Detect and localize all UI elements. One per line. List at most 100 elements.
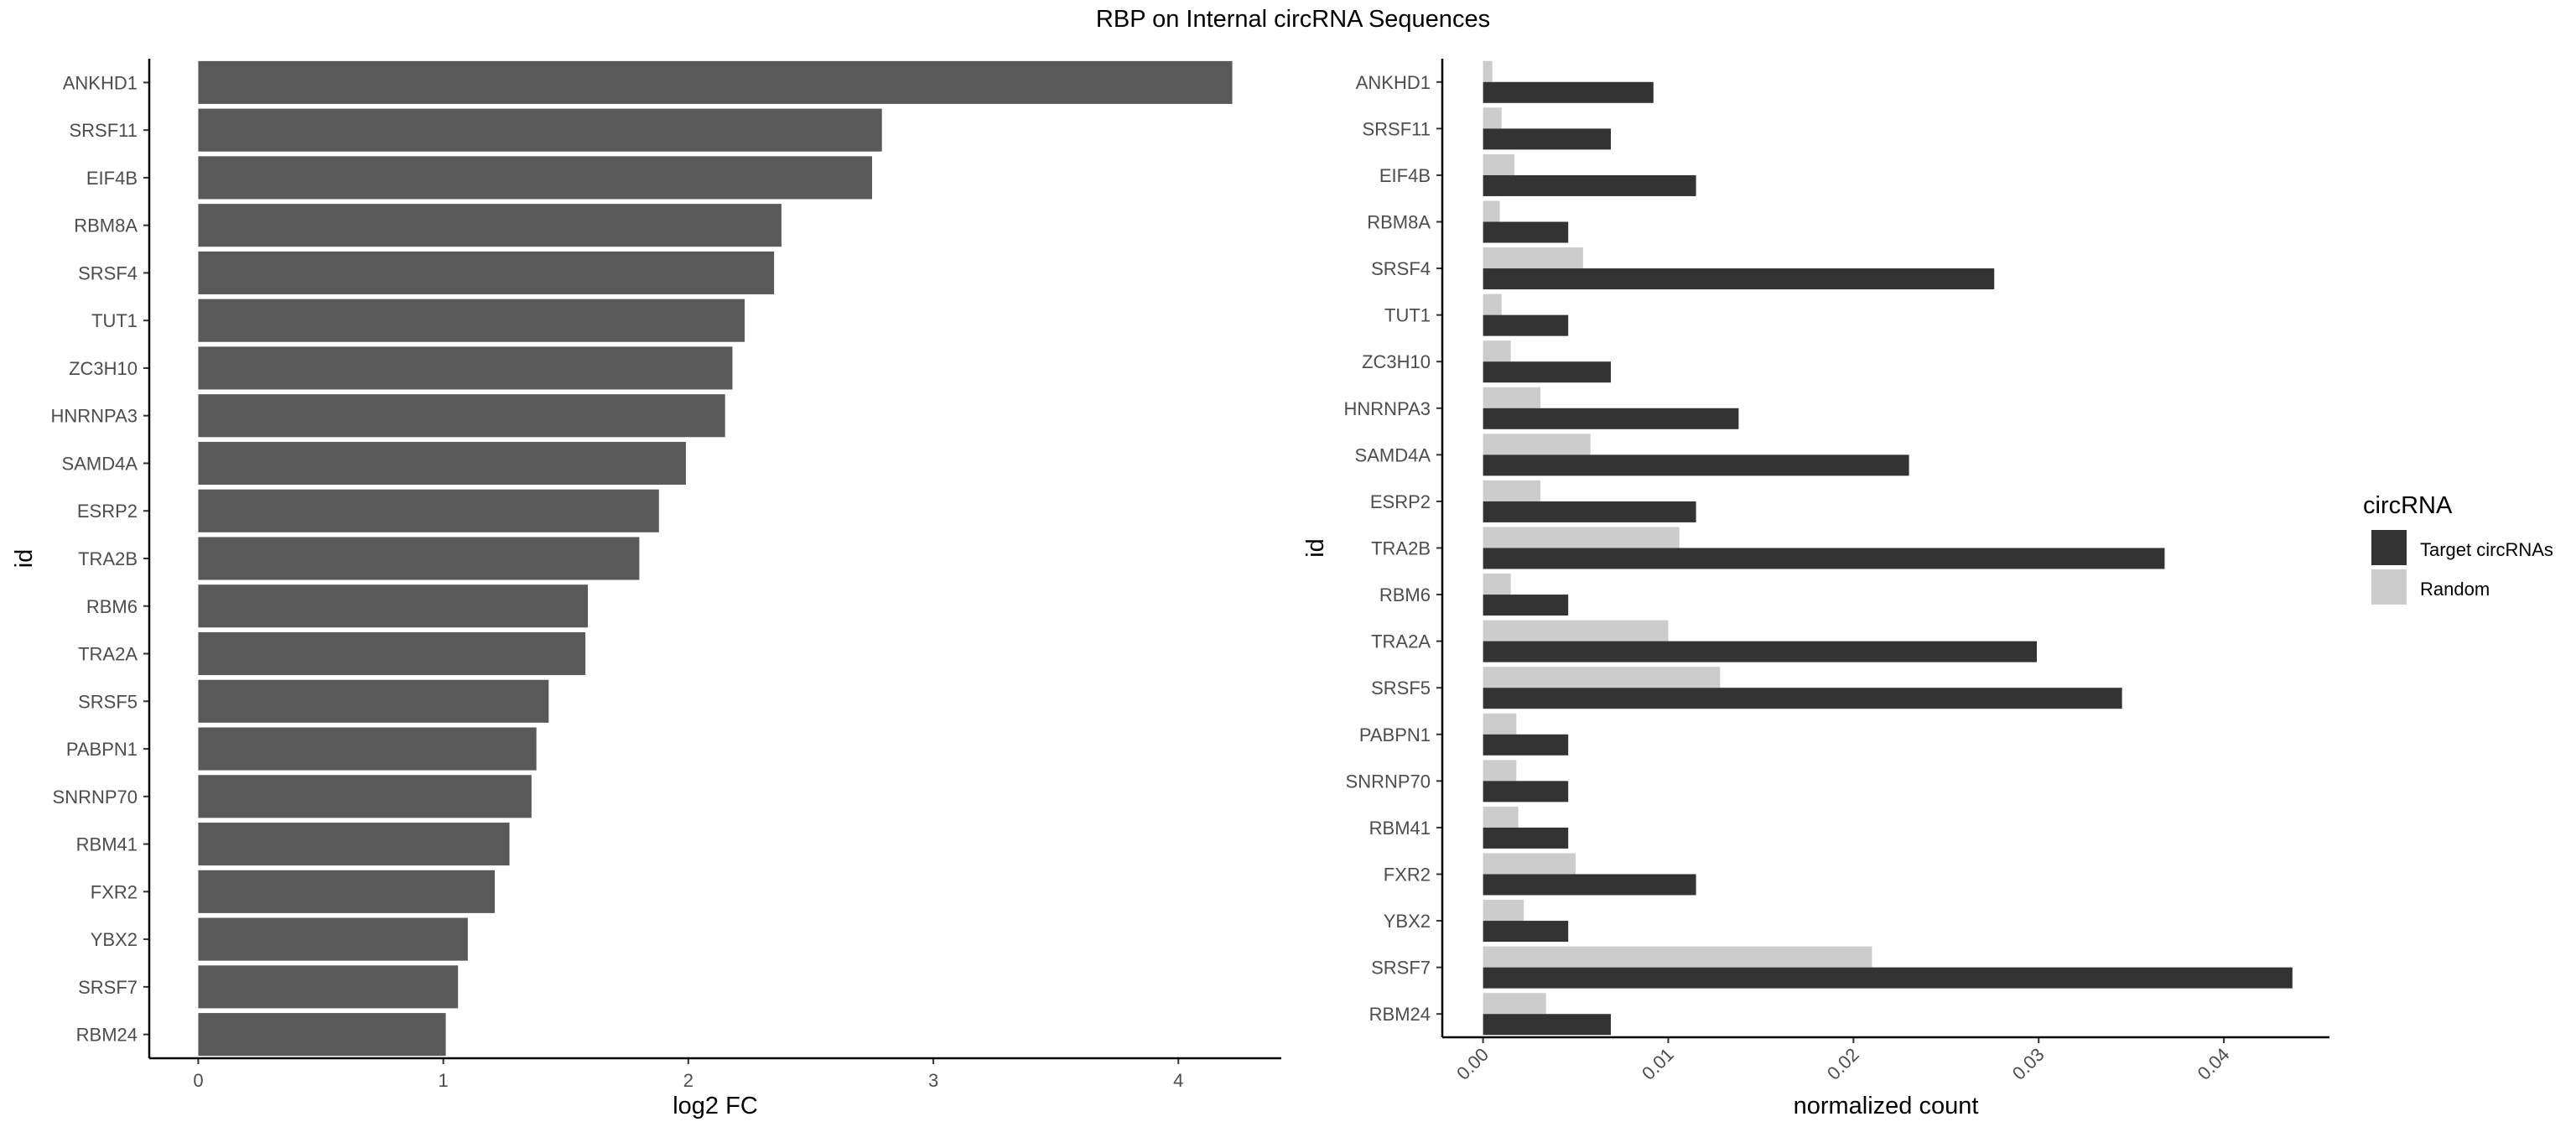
bar-random-rbm41 (1483, 806, 1519, 828)
bar-srsf4 (198, 251, 775, 294)
y-tick-label-ankhd1: ANKHD1 (63, 72, 138, 93)
bar-target-circrnas-fxr2 (1483, 874, 1696, 896)
x-tick-label-4: 4 (1173, 1070, 1183, 1091)
y-tick-label-srsf11: SRSF11 (1362, 118, 1431, 139)
right-bars (1483, 60, 2293, 1036)
y-tick-label-srsf5: SRSF5 (78, 691, 138, 712)
y-tick-label-ankhd1: ANKHD1 (1356, 72, 1431, 93)
bar-target-circrnas-srsf4 (1483, 268, 1995, 290)
bar-target-circrnas-srsf11 (1483, 128, 1611, 150)
bar-random-fxr2 (1483, 853, 1576, 875)
bar-target-circrnas-hnrnpa3 (1483, 408, 1739, 429)
left-x-ticks: 0 1 2 3 4 (193, 1058, 1183, 1091)
y-tick-label-rbm24: RBM24 (1369, 1004, 1431, 1025)
bar-srsf11 (198, 108, 882, 152)
bar-random-srsf11 (1483, 107, 1502, 129)
y-tick-label-fxr2: FXR2 (1384, 865, 1431, 886)
y-tick-label-rbm24: RBM24 (76, 1025, 138, 1046)
bar-target-circrnas-eif4b (1483, 174, 1696, 196)
bar-target-circrnas-tut1 (1483, 314, 1569, 336)
chart-title: RBP on Internal circRNA Sequences (1096, 6, 1490, 33)
bar-target-circrnas-tra2b (1483, 548, 2165, 569)
legend: circRNA Target circRNAs Random (2363, 492, 2553, 605)
bar-random-tra2a (1483, 620, 1669, 641)
bar-random-esrp2 (1483, 480, 1541, 501)
bar-tut1 (198, 299, 745, 342)
bar-target-circrnas-rbm41 (1483, 827, 1569, 849)
bar-random-tra2b (1483, 527, 1680, 548)
y-tick-label-rbm8a: RBM8A (1367, 212, 1431, 233)
bar-random-hnrnpa3 (1483, 387, 1541, 408)
bar-random-snrnp70 (1483, 760, 1517, 782)
bar-rbm41 (198, 823, 510, 866)
bar-rbm8a (198, 204, 782, 247)
y-tick-label-ybx2: YBX2 (1384, 911, 1431, 932)
y-tick-label-rbm6: RBM6 (1379, 584, 1431, 605)
bar-pabpn1 (198, 727, 537, 771)
y-tick-label-srsf11: SRSF11 (69, 120, 138, 141)
y-tick-label-tra2a: TRA2A (78, 644, 138, 665)
bar-eif4b (198, 156, 873, 200)
right-y-tick-labels: ANKHD1 SRSF11 EIF4B RBM8A SRSF4 TUT1 ZC3H10 HNR… (1343, 72, 1442, 1025)
bar-target-circrnas-ybx2 (1483, 921, 1569, 943)
left-panel: ANKHD1 SRSF11 EIF4B RBM8A SRSF4 TUT1 ZC3H10 HNR… (11, 59, 1281, 1119)
bar-random-rbm8a (1483, 200, 1500, 222)
bar-fxr2 (198, 870, 496, 913)
y-tick-label-srsf7: SRSF7 (78, 977, 138, 998)
y-tick-label-rbm41: RBM41 (1369, 818, 1431, 839)
bar-random-srsf5 (1483, 667, 1721, 688)
bar-target-circrnas-snrnp70 (1483, 781, 1569, 802)
legend-label-target-circrnas: Target circRNAs (2420, 539, 2553, 560)
right-x-axis-label: normalized count (1794, 1093, 1979, 1119)
bar-target-circrnas-srsf7 (1483, 967, 2293, 989)
y-tick-label-rbm8a: RBM8A (74, 216, 138, 236)
bar-samd4a (198, 441, 686, 486)
y-tick-label-hnrnpa3: HNRNPA3 (50, 406, 138, 427)
bar-random-ankhd1 (1483, 60, 1493, 82)
y-tick-label-tut1: TUT1 (1384, 305, 1431, 326)
bar-tra2a (198, 631, 586, 676)
x-tick-label-1: 1 (439, 1070, 449, 1091)
bar-random-pabpn1 (1483, 713, 1517, 735)
bar-random-eif4b (1483, 153, 1515, 175)
y-tick-label-esrp2: ESRP2 (77, 501, 138, 522)
bar-tra2b (198, 537, 640, 580)
y-tick-label-tra2b: TRA2B (78, 548, 138, 569)
left-x-axis-label: log2 FC (673, 1093, 758, 1119)
bar-ybx2 (198, 917, 468, 961)
y-tick-label-rbm41: RBM41 (76, 834, 138, 855)
x-tick-label-0: 0 (193, 1070, 203, 1091)
bar-esrp2 (198, 489, 659, 532)
bar-target-circrnas-pabpn1 (1483, 734, 1569, 756)
y-tick-label-samd4a: SAMD4A (62, 453, 138, 474)
left-bars (198, 60, 1233, 1057)
bar-target-circrnas-tra2a (1483, 641, 2038, 662)
bar-srsf5 (198, 679, 549, 723)
bar-target-circrnas-ankhd1 (1483, 81, 1654, 103)
bar-ankhd1 (198, 60, 1233, 104)
y-tick-label-pabpn1: PABPN1 (1359, 724, 1431, 745)
y-tick-label-srsf4: SRSF4 (78, 262, 138, 283)
y-tick-label-fxr2: FXR2 (91, 881, 138, 902)
left-y-axis-label: id (11, 549, 38, 569)
y-tick-label-samd4a: SAMD4A (1355, 444, 1431, 465)
y-tick-label-tra2b: TRA2B (1371, 538, 1431, 559)
y-tick-label-pabpn1: PABPN1 (66, 739, 138, 760)
bar-zc3h10 (198, 346, 733, 390)
legend-label-random: Random (2420, 579, 2490, 600)
y-tick-label-zc3h10: ZC3H10 (69, 358, 138, 379)
bar-target-circrnas-rbm6 (1483, 595, 1569, 616)
x-tick-label-3: 3 (928, 1070, 938, 1091)
y-tick-label-zc3h10: ZC3H10 (1362, 351, 1431, 372)
y-tick-label-eif4b: EIF4B (86, 168, 138, 189)
bar-target-circrnas-zc3h10 (1483, 361, 1611, 383)
bar-hnrnpa3 (198, 394, 725, 438)
y-tick-label-snrnp70: SNRNP70 (1346, 771, 1431, 792)
bar-random-rbm6 (1483, 574, 1511, 595)
y-tick-label-srsf5: SRSF5 (1371, 678, 1431, 699)
y-tick-label-eif4b: EIF4B (1379, 165, 1431, 186)
legend-swatch-random (2371, 569, 2407, 605)
legend-swatch-target-circrnas (2371, 530, 2407, 565)
bar-random-zc3h10 (1483, 340, 1511, 362)
